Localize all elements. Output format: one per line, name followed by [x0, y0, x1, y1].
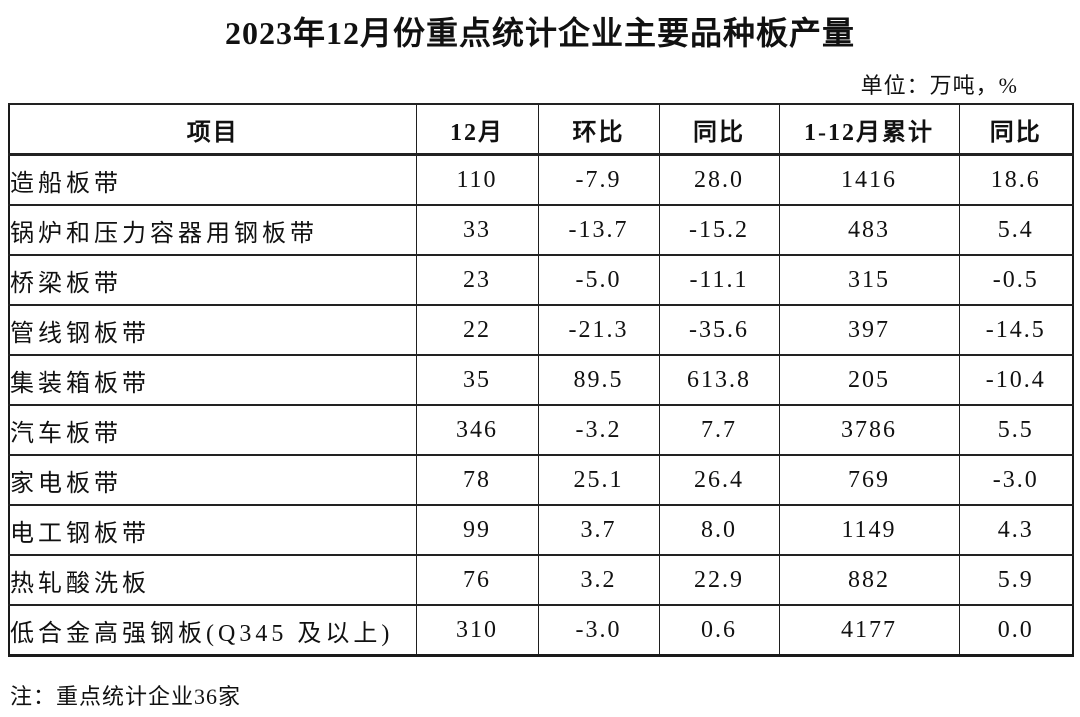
item-label: 家电板带	[8, 454, 417, 506]
value-yoy: 7.7	[658, 404, 780, 456]
table-row: 锅炉和压力容器用钢板带 33 -13.7 -15.2 483 5.4	[8, 204, 1074, 256]
table-row: 桥梁板带 23 -5.0 -11.1 315 -0.5	[8, 254, 1074, 306]
value-december: 346	[415, 404, 539, 456]
table-row: 集装箱板带 35 89.5 613.8 205 -10.4	[8, 354, 1074, 406]
item-label: 汽车板带	[8, 404, 417, 456]
table-row: 汽车板带 346 -3.2 7.7 3786 5.5	[8, 404, 1074, 456]
table-row: 热轧酸洗板 76 3.2 22.9 882 5.9	[8, 554, 1074, 606]
production-table: 项目 12月 环比 同比 1-12月累计 同比 造船板带 110 -7.9 28…	[8, 103, 1074, 657]
value-cumulative-yoy: 0.0	[958, 604, 1074, 657]
item-label: 热轧酸洗板	[8, 554, 417, 606]
value-december: 310	[415, 604, 539, 657]
value-cumulative-yoy: 18.6	[958, 153, 1074, 206]
value-mom: -21.3	[537, 304, 660, 356]
value-mom: -3.0	[537, 604, 660, 657]
value-december: 35	[415, 354, 539, 406]
value-cumulative-yoy: -10.4	[958, 354, 1074, 406]
value-december: 76	[415, 554, 539, 606]
value-yoy: 0.6	[658, 604, 780, 657]
item-label: 管线钢板带	[8, 304, 417, 356]
value-cumulative-yoy: 5.4	[958, 204, 1074, 256]
value-cumulative: 205	[778, 354, 960, 406]
column-header-mom: 环比	[537, 103, 660, 156]
unit-label: 单位：万吨，%	[860, 73, 1018, 98]
column-header-cumulative: 1-12月累计	[778, 103, 960, 156]
value-cumulative: 483	[778, 204, 960, 256]
value-mom: -13.7	[537, 204, 660, 256]
value-yoy: -35.6	[658, 304, 780, 356]
item-label: 造船板带	[8, 153, 417, 206]
value-mom: -7.9	[537, 153, 660, 206]
value-mom: 25.1	[537, 454, 660, 506]
column-header-cumulative-yoy: 同比	[958, 103, 1074, 156]
table-row: 管线钢板带 22 -21.3 -35.6 397 -14.5	[8, 304, 1074, 356]
value-cumulative: 1149	[778, 504, 960, 556]
value-cumulative: 4177	[778, 604, 960, 657]
value-cumulative: 882	[778, 554, 960, 606]
column-header-yoy: 同比	[658, 103, 780, 156]
table-row: 造船板带 110 -7.9 28.0 1416 18.6	[8, 153, 1074, 206]
column-header-december: 12月	[415, 103, 539, 156]
value-december: 99	[415, 504, 539, 556]
value-cumulative: 397	[778, 304, 960, 356]
item-label: 低合金高强钢板(Q345 及以上)	[8, 604, 417, 657]
value-cumulative: 3786	[778, 404, 960, 456]
value-cumulative: 769	[778, 454, 960, 506]
table-row: 电工钢板带 99 3.7 8.0 1149 4.3	[8, 504, 1074, 556]
value-cumulative: 315	[778, 254, 960, 306]
value-december: 22	[415, 304, 539, 356]
value-yoy: -11.1	[658, 254, 780, 306]
value-mom: -3.2	[537, 404, 660, 456]
table-row: 家电板带 78 25.1 26.4 769 -3.0	[8, 454, 1074, 506]
item-label: 锅炉和压力容器用钢板带	[8, 204, 417, 256]
value-mom: 89.5	[537, 354, 660, 406]
page-title: 2023年12月份重点统计企业主要品种板产量	[224, 15, 855, 51]
value-yoy: 613.8	[658, 354, 780, 406]
table-row: 低合金高强钢板(Q345 及以上) 310 -3.0 0.6 4177 0.0	[8, 604, 1074, 657]
value-cumulative-yoy: 5.9	[958, 554, 1074, 606]
value-december: 23	[415, 254, 539, 306]
item-label: 集装箱板带	[8, 354, 417, 406]
value-cumulative-yoy: 4.3	[958, 504, 1074, 556]
footnote: 注：重点统计企业36家	[10, 684, 242, 709]
value-december: 33	[415, 204, 539, 256]
value-yoy: 28.0	[658, 153, 780, 206]
table-header-row: 项目 12月 环比 同比 1-12月累计 同比	[8, 103, 1074, 156]
value-yoy: 8.0	[658, 504, 780, 556]
value-yoy: -15.2	[658, 204, 780, 256]
value-mom: -5.0	[537, 254, 660, 306]
value-cumulative-yoy: -0.5	[958, 254, 1074, 306]
item-label: 桥梁板带	[8, 254, 417, 306]
value-mom: 3.2	[537, 554, 660, 606]
value-mom: 3.7	[537, 504, 660, 556]
value-cumulative-yoy: 5.5	[958, 404, 1074, 456]
value-cumulative-yoy: -14.5	[958, 304, 1074, 356]
item-label: 电工钢板带	[8, 504, 417, 556]
value-yoy: 26.4	[658, 454, 780, 506]
value-yoy: 22.9	[658, 554, 780, 606]
column-header-item: 项目	[8, 103, 417, 156]
value-cumulative-yoy: -3.0	[958, 454, 1074, 506]
value-cumulative: 1416	[778, 153, 960, 206]
value-december: 110	[415, 153, 539, 206]
value-december: 78	[415, 454, 539, 506]
